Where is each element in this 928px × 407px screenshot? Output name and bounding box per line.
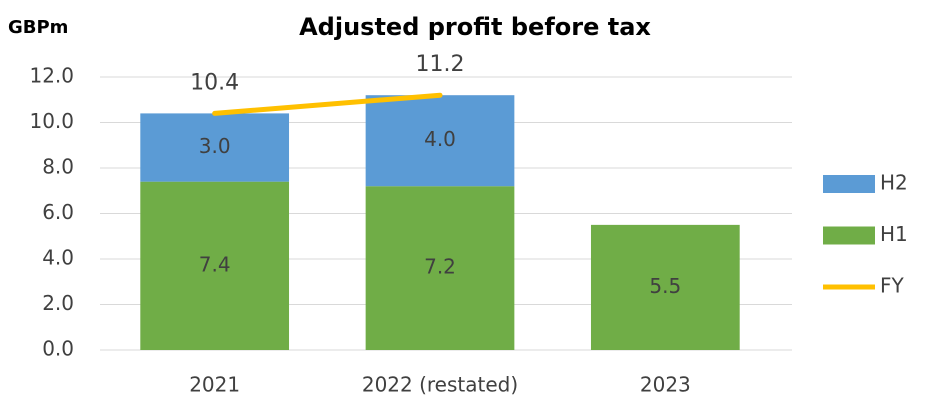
data-label: 7.4 bbox=[199, 252, 231, 276]
data-label: 10.4 bbox=[190, 70, 239, 95]
bar bbox=[140, 113, 290, 182]
line bbox=[212, 92, 443, 116]
legend-label: H2 bbox=[880, 171, 908, 195]
data-label: 5.5 bbox=[649, 274, 681, 298]
y-axis-label: GBPm bbox=[8, 17, 68, 38]
x-tick-label: 2022 (restated) bbox=[362, 373, 518, 397]
x-tick-label: 2023 bbox=[640, 373, 691, 397]
legend-label: H1 bbox=[880, 222, 908, 246]
legend-swatch bbox=[823, 226, 875, 245]
bar bbox=[365, 186, 515, 350]
y-tick-label: 8.0 bbox=[42, 155, 74, 179]
y-tick-label: 2.0 bbox=[42, 291, 74, 315]
y-tick-label: 0.0 bbox=[42, 337, 74, 361]
data-label: 7.2 bbox=[424, 255, 456, 279]
x-tick-label: 2021 bbox=[189, 373, 240, 397]
bar bbox=[590, 224, 740, 350]
data-label: 11.2 bbox=[416, 52, 465, 77]
data-label: 3.0 bbox=[199, 134, 231, 158]
data-label: 4.0 bbox=[424, 127, 456, 151]
chart-title: Adjusted profit before tax bbox=[299, 13, 651, 41]
bar bbox=[365, 95, 515, 187]
y-tick-label: 10.0 bbox=[29, 109, 74, 133]
legend-swatch bbox=[823, 175, 875, 193]
legend-label: FY bbox=[880, 274, 905, 298]
bar bbox=[140, 181, 290, 350]
y-tick-label: 12.0 bbox=[29, 64, 74, 88]
y-tick-label: 4.0 bbox=[42, 246, 74, 270]
y-tick-label: 6.0 bbox=[42, 200, 74, 224]
